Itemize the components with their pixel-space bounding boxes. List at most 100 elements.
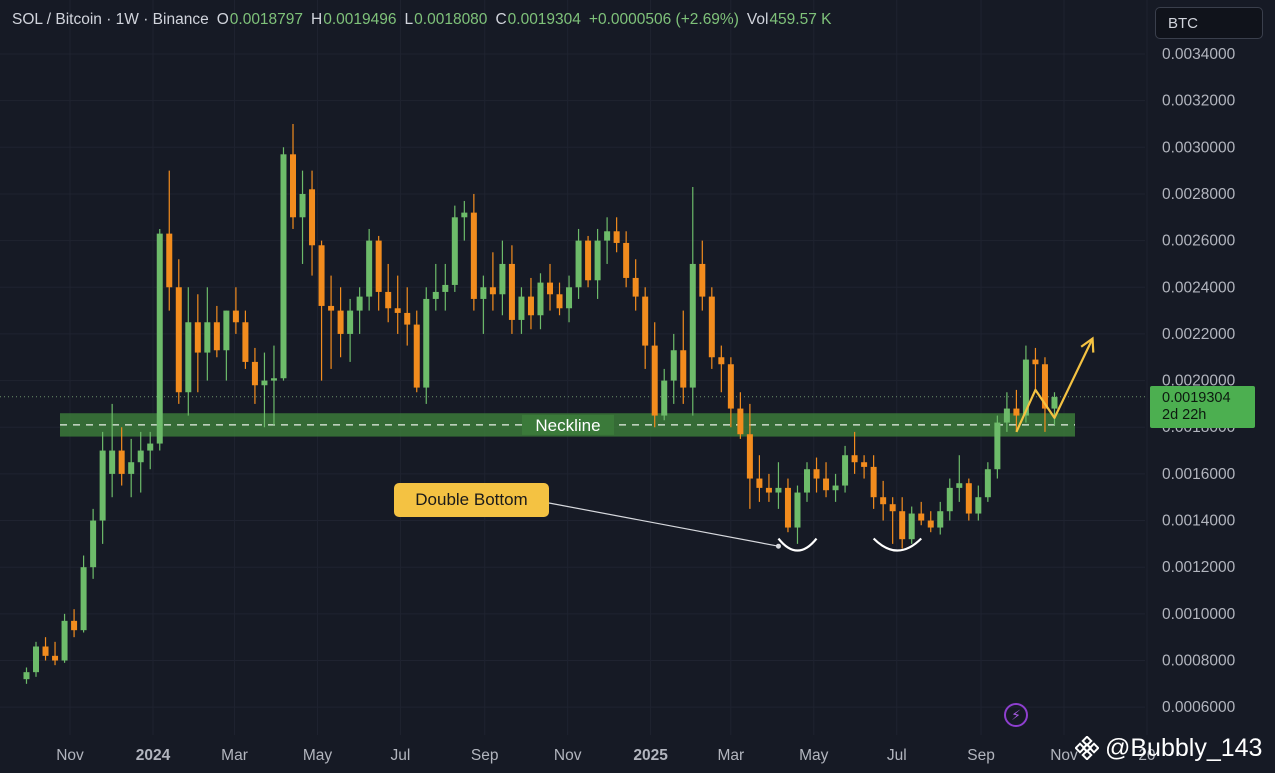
volume-value: 459.57 K: [769, 11, 832, 28]
candle-body: [128, 462, 135, 474]
candle-body: [318, 245, 325, 306]
candle-body: [480, 287, 487, 299]
candle-body: [946, 487, 953, 512]
candle-body: [299, 193, 306, 218]
candle-body: [33, 646, 40, 673]
candle-body: [461, 212, 468, 218]
candle-body: [442, 284, 449, 292]
candle-body: [375, 240, 382, 292]
currency-selector[interactable]: BTC: [1155, 7, 1263, 39]
candle-body: [280, 154, 287, 379]
price-axis[interactable]: 0.0034000 0.0032000 0.0030000 0.0028000 0.00…: [1162, 46, 1236, 716]
candle-body: [499, 263, 506, 295]
candle-body: [670, 350, 677, 381]
candle-body: [927, 520, 934, 528]
candle-body: [784, 487, 791, 528]
price-tick-label: 0.0024000: [1162, 279, 1236, 296]
candle-body: [813, 469, 820, 479]
candle-body: [1013, 408, 1020, 416]
candle-body: [137, 450, 144, 463]
candle-body: [566, 287, 573, 309]
candle-body: [1003, 408, 1010, 423]
neckline-zone-group: Neckline: [60, 413, 1075, 437]
symbol-title[interactable]: SOL / Bitcoin · 1W · Binance: [12, 11, 209, 28]
projection-arrow[interactable]: [1015, 338, 1094, 433]
candle-body: [147, 443, 154, 451]
candle-body: [251, 361, 258, 386]
candle-body: [166, 233, 173, 288]
candle-body: [689, 263, 696, 388]
candle-body: [270, 378, 277, 381]
candle-body: [423, 298, 430, 388]
candle-body: [194, 322, 201, 353]
watermark: @Bubbly_143: [1075, 733, 1262, 763]
candle-body: [175, 287, 182, 393]
candle-body: [385, 291, 392, 309]
candle-body: [832, 485, 839, 491]
candle-body: [1041, 364, 1048, 409]
candle-body: [680, 350, 687, 388]
callout-dot: [775, 543, 781, 549]
candle-body: [232, 310, 239, 323]
high-value: 0.0019496: [323, 11, 397, 28]
candle-body: [347, 310, 354, 334]
double-bottom-callout[interactable]: Double Bottom: [394, 483, 549, 517]
time-axis[interactable]: Nov 2024 Mar May Jul Sep Nov 2025 Mar May Jul Sep No…: [56, 747, 1156, 764]
symbol-header: SOL / Bitcoin · 1W · Binance O 0.0018797 …: [12, 11, 832, 29]
candle-body: [899, 511, 906, 540]
candle-body: [594, 240, 601, 281]
candle-body: [185, 322, 192, 393]
candle-body: [1051, 396, 1058, 409]
open-value: 0.0018797: [229, 11, 304, 28]
candle-countdown: 2d 22h: [1162, 407, 1207, 423]
price-tick-label: 0.0016000: [1162, 466, 1236, 483]
grid-lines: [0, 0, 1148, 735]
candle-body: [309, 189, 316, 246]
time-tick-label: Mar: [221, 747, 248, 764]
candle-body: [109, 450, 116, 474]
candle-body: [699, 263, 706, 297]
time-tick-label: Sep: [967, 747, 995, 764]
candle-body: [71, 620, 78, 631]
candle-body: [975, 497, 982, 514]
candle-body: [823, 478, 830, 491]
candle-body: [842, 455, 849, 486]
candle-body: [223, 310, 230, 351]
candle-body: [994, 422, 1001, 470]
candle-body: [23, 672, 30, 680]
lightning-icon[interactable]: ⚡: [1004, 703, 1028, 727]
candle-body: [118, 450, 125, 474]
candles-group: [23, 123, 1058, 684]
callout-pointer: [548, 502, 779, 547]
candle-body: [61, 620, 68, 661]
double-bottom-arc: [777, 537, 818, 552]
candle-body: [213, 322, 220, 351]
double-bottom-arc: [872, 537, 923, 552]
candle-body: [290, 154, 297, 218]
candle-body: [746, 434, 753, 479]
candle-body: [99, 450, 106, 521]
high-key: H: [311, 11, 323, 28]
candle-body: [261, 380, 268, 386]
candle-body: [585, 240, 592, 281]
candle-body: [394, 308, 401, 313]
time-tick-label: May: [303, 747, 333, 764]
open-key: O: [216, 11, 229, 28]
candle-body: [737, 408, 744, 435]
time-tick-label: 2025: [633, 747, 668, 764]
candle-body: [908, 513, 915, 540]
candle-body: [965, 483, 972, 514]
price-tick-label: 0.0010000: [1162, 606, 1236, 623]
candle-body: [156, 233, 163, 444]
binance-logo-icon: [1075, 736, 1099, 760]
candle-body: [956, 483, 963, 488]
price-tick-label: 0.0026000: [1162, 233, 1236, 250]
time-tick-label: Mar: [718, 747, 745, 764]
candle-body: [42, 646, 49, 656]
candle-body: [90, 520, 97, 568]
close-value: 0.0019304: [507, 11, 581, 28]
candle-body: [575, 240, 582, 288]
candle-body: [366, 240, 373, 297]
